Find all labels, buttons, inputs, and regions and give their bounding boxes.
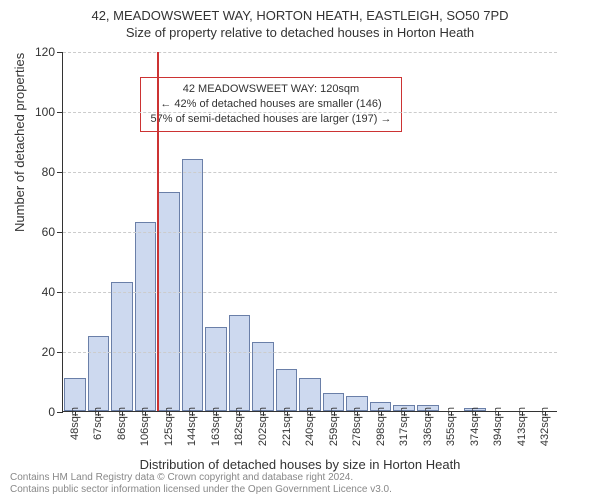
x-tick-label: 125sqm	[163, 407, 175, 446]
y-tick-label: 120	[25, 45, 55, 59]
grid-line	[63, 232, 557, 233]
chart-container: 42, MEADOWSWEET WAY, HORTON HEATH, EASTL…	[0, 0, 600, 500]
x-tick-label: 432sqm	[539, 407, 551, 446]
y-tick	[57, 172, 63, 173]
y-tick-label: 40	[25, 285, 55, 299]
histogram-bar	[182, 159, 204, 411]
y-tick	[57, 412, 63, 413]
annotation-line-2: ← 42% of detached houses are smaller (14…	[149, 97, 393, 112]
page-subtitle: Size of property relative to detached ho…	[0, 23, 600, 40]
x-axis-title: Distribution of detached houses by size …	[0, 457, 600, 472]
footer-line-2: Contains public sector information licen…	[10, 484, 392, 496]
histogram-bar	[276, 369, 298, 411]
x-tick-label: 394sqm	[492, 407, 504, 446]
y-tick-label: 100	[25, 105, 55, 119]
y-tick-label: 0	[25, 405, 55, 419]
histogram-bar	[205, 327, 227, 411]
annotation-box: 42 MEADOWSWEET WAY: 120sqm ← 42% of deta…	[140, 77, 402, 132]
x-tick-label: 163sqm	[210, 407, 222, 446]
grid-line	[63, 112, 557, 113]
y-tick	[57, 52, 63, 53]
y-tick	[57, 352, 63, 353]
x-tick-label: 278sqm	[351, 407, 363, 446]
footer: Contains HM Land Registry data © Crown c…	[10, 472, 392, 496]
page-title: 42, MEADOWSWEET WAY, HORTON HEATH, EASTL…	[0, 0, 600, 23]
x-tick-label: 221sqm	[281, 407, 293, 446]
histogram-bar	[229, 315, 251, 411]
x-tick-label: 182sqm	[233, 407, 245, 446]
x-tick-label: 240sqm	[304, 407, 316, 446]
grid-line	[63, 352, 557, 353]
x-tick-label: 317sqm	[398, 407, 410, 446]
y-tick	[57, 232, 63, 233]
grid-line	[63, 172, 557, 173]
footer-line-1: Contains HM Land Registry data © Crown c…	[10, 472, 392, 484]
grid-line	[63, 52, 557, 53]
x-tick-label: 144sqm	[186, 407, 198, 446]
y-axis-title: Number of detached properties	[12, 53, 27, 232]
histogram-bar	[135, 222, 157, 411]
annotation-line-3: 57% of semi-detached houses are larger (…	[149, 112, 393, 127]
x-tick-label: 374sqm	[469, 407, 481, 446]
x-tick-label: 48sqm	[69, 407, 81, 440]
x-tick-label: 202sqm	[257, 407, 269, 446]
x-tick-label: 106sqm	[139, 407, 151, 446]
histogram-bar	[88, 336, 110, 411]
x-tick-label: 336sqm	[422, 407, 434, 446]
y-tick-label: 20	[25, 345, 55, 359]
chart-plot-area: 48sqm67sqm86sqm106sqm125sqm144sqm163sqm1…	[62, 52, 557, 412]
reference-marker-line	[157, 52, 159, 411]
annotation-line-1: 42 MEADOWSWEET WAY: 120sqm	[149, 82, 393, 97]
y-tick-label: 80	[25, 165, 55, 179]
y-tick	[57, 292, 63, 293]
y-tick-label: 60	[25, 225, 55, 239]
x-tick-label: 355sqm	[445, 407, 457, 446]
histogram-bar	[111, 282, 133, 411]
histogram-bar	[158, 192, 180, 411]
grid-line	[63, 292, 557, 293]
x-tick-label: 413sqm	[516, 407, 528, 446]
x-tick-label: 298sqm	[375, 407, 387, 446]
x-tick-label: 259sqm	[328, 407, 340, 446]
y-tick	[57, 112, 63, 113]
x-tick-label: 67sqm	[92, 407, 104, 440]
x-tick-label: 86sqm	[116, 407, 128, 440]
